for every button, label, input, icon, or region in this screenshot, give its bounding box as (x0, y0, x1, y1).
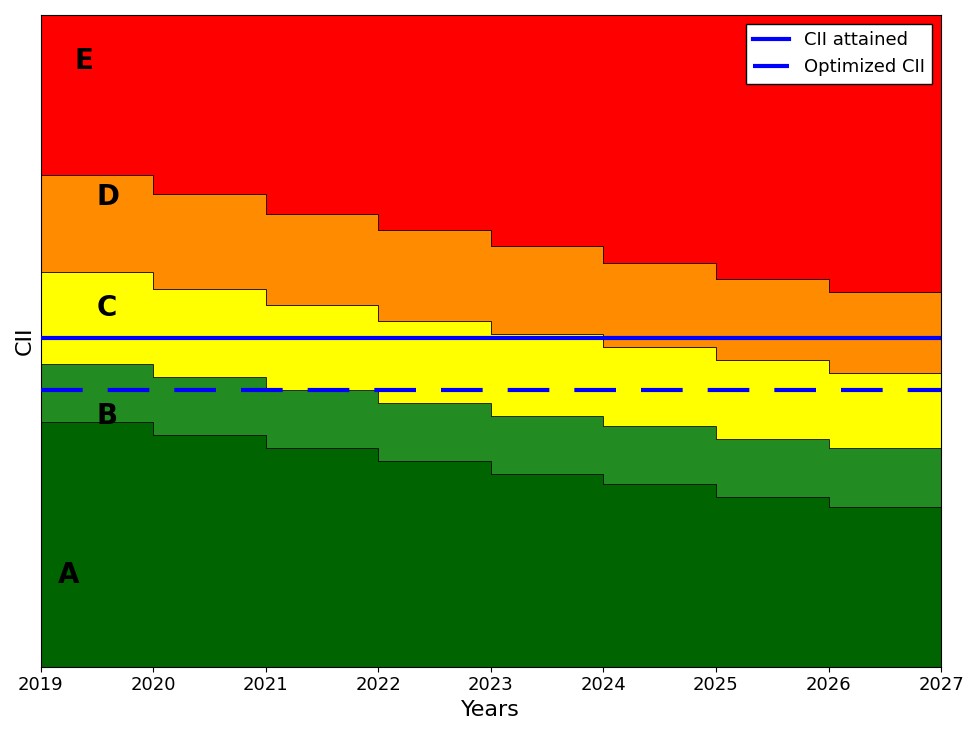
Polygon shape (40, 364, 940, 517)
Polygon shape (40, 273, 940, 458)
Polygon shape (40, 15, 940, 305)
Polygon shape (40, 423, 940, 667)
Text: E: E (74, 46, 93, 75)
X-axis label: Years: Years (461, 700, 519, 720)
Text: B: B (97, 402, 117, 430)
Text: A: A (58, 562, 79, 589)
Y-axis label: CII: CII (15, 326, 35, 355)
Text: C: C (97, 294, 117, 322)
Text: D: D (97, 184, 119, 212)
Legend: CII attained, Optimized CII: CII attained, Optimized CII (745, 24, 931, 84)
Polygon shape (40, 175, 940, 383)
